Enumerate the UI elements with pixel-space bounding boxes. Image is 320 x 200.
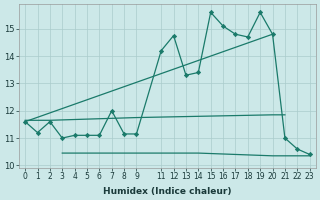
X-axis label: Humidex (Indice chaleur): Humidex (Indice chaleur) [103, 187, 232, 196]
